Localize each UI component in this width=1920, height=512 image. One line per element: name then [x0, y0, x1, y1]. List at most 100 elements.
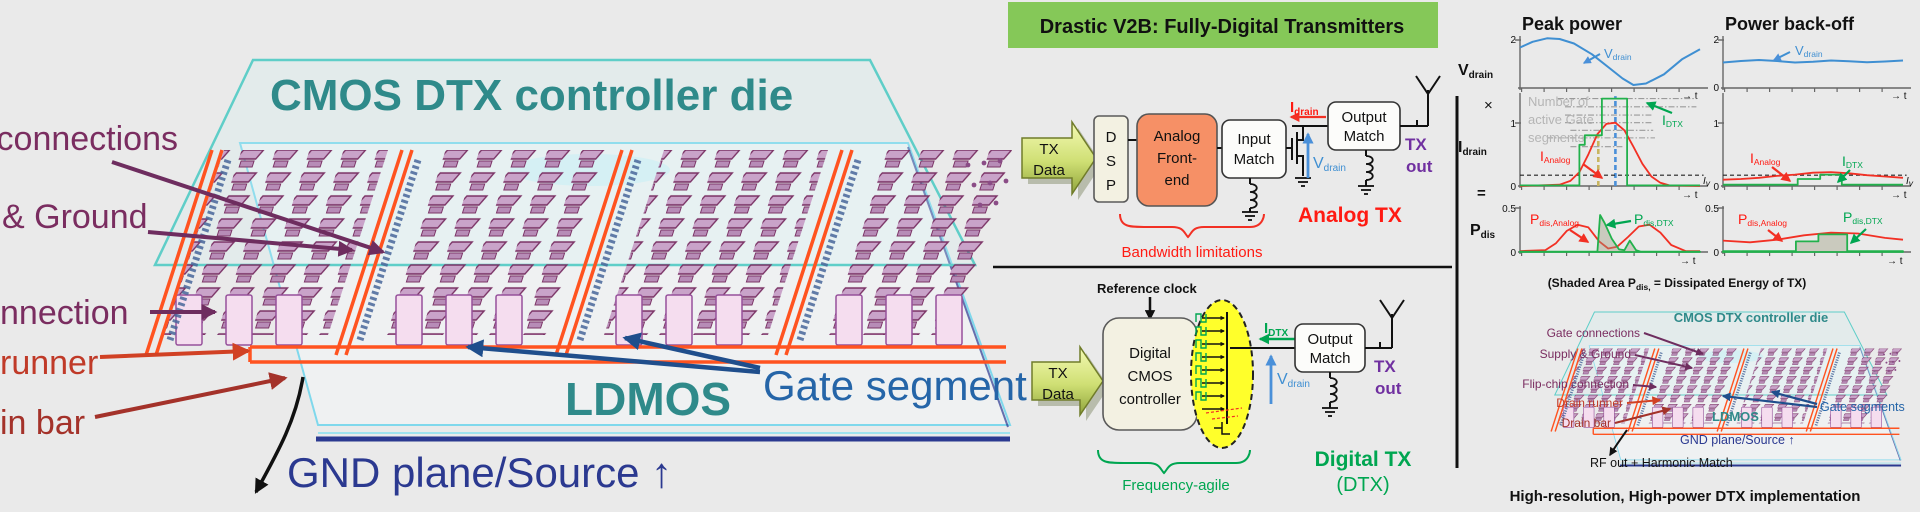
afe-line3: end [1164, 172, 1189, 189]
series-peak-pdis-dtx [1519, 214, 1701, 253]
svg-text:2: 2 [1510, 35, 1516, 46]
row-op-multiply: × [1484, 97, 1493, 114]
svg-text:0: 0 [1713, 182, 1719, 193]
rf-out-arrow [254, 376, 305, 494]
gate-segment-arrow-2 [622, 332, 761, 371]
dsp-box [1093, 115, 1129, 203]
gate-segment-arrow-1 [465, 339, 761, 375]
waveform-charts: Peak power Power back-off Vdrain × Idrai… [1458, 14, 1914, 292]
tx-data2-line2: Data [1042, 386, 1074, 403]
cmos-die-title: CMOS DTX controller die [270, 71, 793, 120]
output-match2-line2: Match [1310, 350, 1351, 367]
dsp-s: S [1106, 153, 1116, 170]
shaded-area-note: (Shaded Area Pdis, = Dissipated Energy o… [1548, 276, 1807, 292]
tx-out-line1: TX [1405, 135, 1427, 154]
i-dtx-label: IDTX [1264, 320, 1289, 339]
small-cmos-die-label: CMOS DTX controller die [1674, 310, 1829, 325]
gate-segment-array-ellipse [1190, 299, 1254, 449]
backoff-pdis-analog-label: Pdis,Analog [1738, 211, 1787, 228]
title-box [1008, 2, 1438, 48]
small-gate-segments-label: Gate segments [1820, 400, 1905, 414]
gnd-plane-label: GND plane/Source ↑ [287, 449, 672, 496]
peak-idtx-label: IDTX [1662, 112, 1683, 129]
row-label-vdrain: Vdrain [1458, 62, 1493, 81]
backoff-idtx-label: IDTX [1842, 153, 1863, 170]
tx-data-line2: Data [1033, 162, 1065, 179]
series-backoff-ianalog [1722, 171, 1904, 181]
row-op-equals: = [1477, 185, 1486, 202]
backoff-ianalog-label: IAnalog [1750, 150, 1781, 167]
v-drain-label: Vdrain [1313, 155, 1346, 174]
analog-tx-caption: Analog TX [1298, 204, 1402, 227]
inductor-icon [1365, 155, 1374, 181]
svg-text:1: 1 [1713, 119, 1719, 130]
input-match-line1: Input [1237, 131, 1271, 148]
tx-data-arrow [1021, 119, 1097, 197]
ground-icon [1294, 177, 1312, 187]
segments-note-2: active Gate [1528, 112, 1594, 127]
small-gate-connections-label: Gate connections [1547, 326, 1640, 340]
bandwidth-brace [1119, 213, 1265, 239]
tx-out-line2: out [1406, 157, 1433, 176]
small-flip-chip-label: Flip-chip connection [1522, 377, 1629, 391]
power-backoff-title: Power back-off [1725, 14, 1855, 34]
svg-text:0: 0 [1510, 182, 1516, 193]
iq-label-backoff: Iv [1906, 176, 1914, 188]
small-drain-runner-label: Drain runner [1556, 396, 1623, 410]
series-peak-vdrain [1519, 37, 1701, 86]
svg-text:→ t: → t [1680, 256, 1696, 267]
input-match-box [1221, 119, 1287, 179]
svg-text:→ t: → t [1682, 190, 1698, 201]
tx-out2-line2: out [1375, 379, 1402, 398]
analog-front-end-box [1136, 113, 1218, 207]
svg-text:0.5: 0.5 [1502, 204, 1516, 215]
sampling-vlines [1597, 96, 1617, 186]
small-diagram-caption: High-resolution, High-power DTX implemen… [1510, 488, 1861, 505]
small-callout-arrows [1609, 332, 1818, 457]
analog-tx-chain: TX Data D S P Analog Front- end Input Ma… [1021, 75, 1441, 261]
tick-labels: 2 2 0 1 0 1 0 0.5 0 0.5 0 [1502, 35, 1719, 259]
afe-line1: Analog [1154, 128, 1201, 145]
v-drain2-label: Vdrain [1277, 371, 1310, 390]
series-peak-pdis-analog [1519, 223, 1700, 253]
series-peak-idtx [1520, 97, 1700, 187]
backoff-vdrain-label: Vdrain [1795, 43, 1823, 59]
series-backoff-pdis-dtx [1722, 233, 1904, 253]
svg-text:1: 1 [1510, 119, 1516, 130]
gate-connections-label-truncated: connections [0, 120, 178, 158]
small-die-diagram: CMOS DTX controller die Gate connections… [1510, 310, 1905, 505]
gate-segment-label: Gate segment [763, 362, 1027, 409]
peak-ianalog-label: IAnalog [1540, 148, 1571, 165]
svg-text:→ t: → t [1891, 91, 1907, 102]
peak-power-title: Peak power [1522, 14, 1622, 34]
small-ldmos-label: LDMOS [1712, 409, 1759, 424]
small-drain-bar-label: Drain bar [1562, 416, 1611, 430]
ground-icon [1321, 407, 1339, 417]
tx-data2-arrow [1031, 344, 1104, 418]
small-rf-out-label: RF out + Harmonic Match [1590, 456, 1733, 470]
small-gnd-plane-label: GND plane/Source ↑ [1680, 433, 1795, 447]
svg-text:→ t: → t [1887, 256, 1903, 267]
drain-runner-arrow [99, 342, 251, 361]
reference-clock-label: Reference clock [1097, 281, 1197, 296]
svg-text:0: 0 [1510, 248, 1516, 259]
digital-tx-caption: Digital TX [1315, 448, 1412, 471]
supply-ground-label-truncated: & Ground [2, 198, 148, 236]
antenna2-icon [1365, 299, 1405, 349]
segments-note-3: segments [1528, 130, 1585, 145]
peak-vdrain-label: Vdrain [1604, 46, 1632, 62]
svg-text:0.5: 0.5 [1705, 204, 1719, 215]
segments-note-1: Number of [1528, 94, 1589, 109]
tx-data2-line1: TX [1048, 365, 1067, 382]
row-label-idrain: Idrain [1458, 139, 1487, 158]
row-label-pdis: Pdis [1470, 222, 1496, 241]
controller-line3: controller [1119, 391, 1181, 408]
inductor-icon [1329, 377, 1338, 403]
supply-ground-arrow [147, 230, 355, 257]
drain-bar-label-truncated: in bar [0, 404, 85, 442]
svg-text:→ t: → t [1891, 190, 1907, 201]
peak-pdis-dtx-label: Pdis,DTX [1634, 211, 1674, 228]
flip-chip-label-truncated: nnection [0, 294, 129, 332]
gate-connections-arrow [111, 160, 386, 256]
